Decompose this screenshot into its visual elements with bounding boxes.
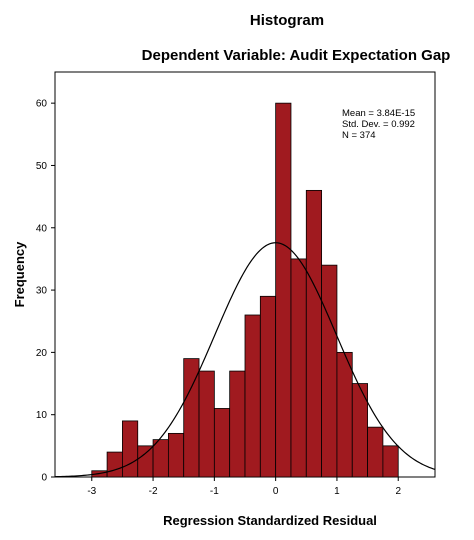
- stats-n: N = 374: [342, 130, 376, 141]
- histogram-bar: [122, 420, 139, 478]
- y-tick-label: 50: [36, 161, 48, 172]
- chart-subtitle: Dependent Variable: Audit Expectation Ga…: [141, 47, 451, 64]
- histogram-bar: [290, 258, 307, 478]
- y-tick-label: 20: [36, 348, 48, 359]
- histogram-bar: [198, 370, 215, 478]
- histogram-bar: [213, 408, 231, 478]
- histogram-bar: [336, 351, 353, 478]
- histogram-bar: [305, 189, 323, 478]
- normal-curve: [54, 242, 436, 478]
- chart-title: Histogram: [249, 12, 325, 29]
- histogram-bar: [321, 264, 338, 478]
- histogram-bar: [275, 102, 292, 478]
- histogram-bar: [229, 370, 246, 478]
- histogram-bar: [382, 445, 399, 478]
- y-tick-label: 30: [36, 286, 48, 297]
- y-axis-label: Frequency: [12, 241, 27, 308]
- x-tick-label: 0: [273, 486, 279, 497]
- histogram-bar: [167, 432, 185, 478]
- x-tick-label: 2: [395, 486, 401, 497]
- histogram-bar: [244, 314, 261, 478]
- x-axis-label: Regression Standardized Residual: [163, 513, 377, 528]
- y-tick-label: 0: [41, 473, 47, 484]
- x-tick-label: 1: [334, 486, 340, 497]
- y-tick-label: 40: [36, 223, 48, 234]
- y-tick-label: 10: [36, 410, 48, 421]
- y-tick-label: 60: [36, 99, 48, 110]
- histogram-bar: [152, 439, 169, 478]
- histogram-bar: [259, 295, 277, 478]
- histogram-bar: [367, 426, 384, 478]
- x-tick-label: -1: [210, 486, 219, 497]
- x-tick-label: -3: [87, 486, 96, 497]
- x-tick-label: -2: [149, 486, 158, 497]
- histogram-bar: [137, 445, 154, 478]
- histogram-bar: [106, 451, 123, 478]
- stats-std-dev: Std. Dev. = 0.992: [342, 119, 415, 130]
- stats-mean: Mean = 3.84E-15: [342, 108, 415, 119]
